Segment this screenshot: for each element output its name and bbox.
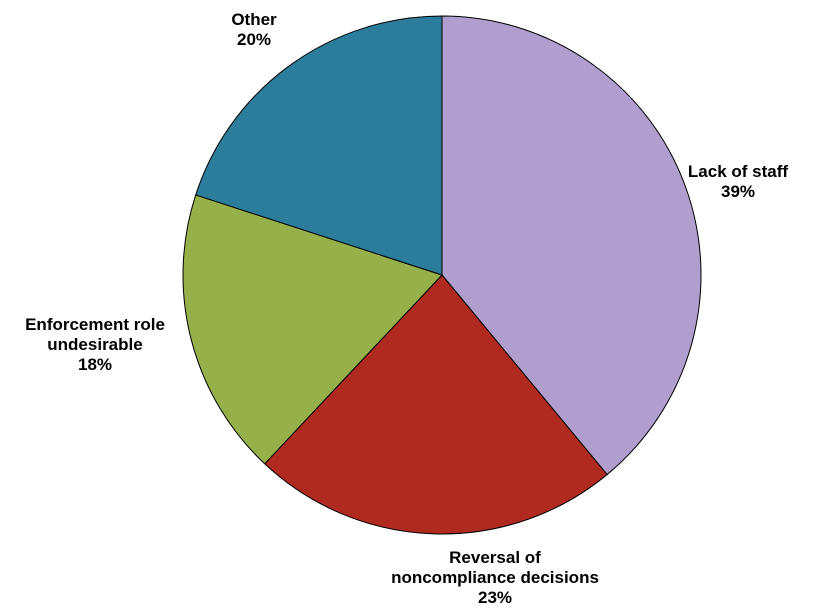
slice-label-line: noncompliance decisions: [391, 568, 599, 587]
slice-label-line: Enforcement role: [25, 315, 165, 334]
pie-slice-0: [441, 15, 702, 476]
pie-slice-label-3: Other 20%: [231, 10, 277, 49]
slice-percent: 20%: [237, 30, 271, 49]
slice-label-line: Other: [231, 10, 277, 29]
pie-labels: Lack of staff 39% Reversal of noncompliance…: [25, 10, 788, 607]
pie-slice-2: [182, 194, 443, 465]
pie-slice-label-1: Reversal of noncompliance decisions 23%: [391, 548, 599, 607]
slice-percent: 18%: [78, 355, 112, 374]
slice-label-line: Lack of staff: [688, 162, 788, 181]
pie-slices: [182, 15, 702, 535]
slice-label-line: Reversal of: [449, 548, 541, 567]
pie-slice-label-2: Enforcement role undesirable 18%: [25, 315, 165, 374]
slice-label-line: undesirable: [47, 335, 142, 354]
slice-percent: 23%: [478, 588, 512, 607]
pie-slice-1: [263, 274, 608, 535]
slice-percent: 39%: [721, 182, 755, 201]
pie-slice-label-0: Lack of staff 39%: [688, 162, 788, 201]
pie-slice-3: [195, 15, 443, 276]
